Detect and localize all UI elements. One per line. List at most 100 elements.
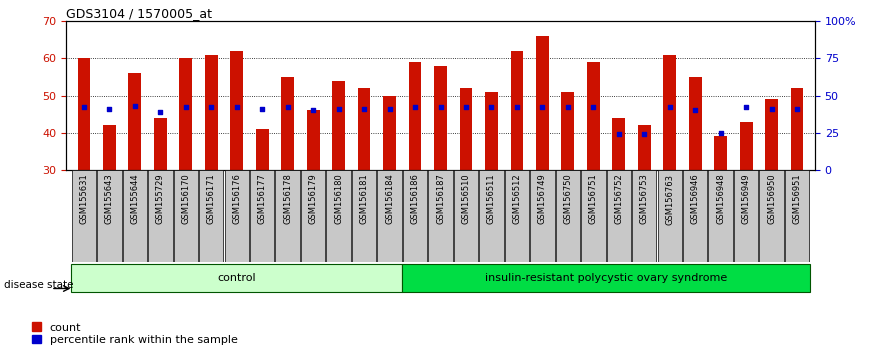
Text: GSM156186: GSM156186 <box>411 173 419 224</box>
Point <box>306 108 320 113</box>
Bar <box>434 66 447 170</box>
Point <box>765 106 779 112</box>
Bar <box>536 36 549 170</box>
Point <box>561 105 575 110</box>
Text: GSM156184: GSM156184 <box>385 173 394 224</box>
Point <box>663 105 677 110</box>
Text: GSM156511: GSM156511 <box>487 173 496 224</box>
Point <box>102 106 116 112</box>
Point <box>255 106 270 112</box>
Point <box>357 106 371 112</box>
Point <box>128 103 142 109</box>
Point <box>611 131 626 137</box>
Text: GSM156170: GSM156170 <box>181 173 190 224</box>
FancyBboxPatch shape <box>428 170 453 262</box>
FancyBboxPatch shape <box>250 170 274 262</box>
Bar <box>511 51 523 170</box>
FancyBboxPatch shape <box>607 170 631 262</box>
FancyBboxPatch shape <box>556 170 580 262</box>
Text: GSM156512: GSM156512 <box>513 173 522 224</box>
Text: GSM156949: GSM156949 <box>742 173 751 224</box>
Text: GSM156946: GSM156946 <box>691 173 700 224</box>
FancyBboxPatch shape <box>199 170 224 262</box>
Point <box>510 105 524 110</box>
Point <box>739 105 753 110</box>
Bar <box>78 58 90 170</box>
Bar <box>255 129 269 170</box>
Bar <box>205 55 218 170</box>
Bar <box>180 58 192 170</box>
Text: insulin-resistant polycystic ovary syndrome: insulin-resistant polycystic ovary syndr… <box>485 273 727 283</box>
FancyBboxPatch shape <box>632 170 656 262</box>
FancyBboxPatch shape <box>657 170 682 262</box>
Text: GSM156180: GSM156180 <box>334 173 343 224</box>
Bar <box>383 96 396 170</box>
Text: GSM156179: GSM156179 <box>308 173 318 224</box>
Point <box>179 105 193 110</box>
Bar <box>612 118 626 170</box>
Text: GSM156950: GSM156950 <box>767 173 776 224</box>
Point <box>459 105 473 110</box>
Point <box>408 105 422 110</box>
FancyBboxPatch shape <box>301 170 325 262</box>
Bar <box>561 92 574 170</box>
FancyBboxPatch shape <box>225 170 249 262</box>
Bar <box>587 62 600 170</box>
FancyBboxPatch shape <box>377 170 402 262</box>
Text: control: control <box>218 273 256 283</box>
FancyBboxPatch shape <box>403 170 427 262</box>
Text: GSM155729: GSM155729 <box>156 173 165 224</box>
Text: GSM156749: GSM156749 <box>538 173 547 224</box>
Point <box>153 109 167 115</box>
Point <box>637 131 651 137</box>
Text: GSM156750: GSM156750 <box>563 173 573 224</box>
Point <box>281 105 295 110</box>
Bar <box>689 77 701 170</box>
FancyBboxPatch shape <box>454 170 478 262</box>
Bar <box>307 110 320 170</box>
Point <box>790 106 804 112</box>
Bar <box>103 125 115 170</box>
Legend: count, percentile rank within the sample: count, percentile rank within the sample <box>32 322 238 345</box>
Text: GSM156171: GSM156171 <box>207 173 216 224</box>
FancyBboxPatch shape <box>479 170 504 262</box>
Text: GSM156951: GSM156951 <box>793 173 802 224</box>
Text: GSM156510: GSM156510 <box>462 173 470 224</box>
FancyBboxPatch shape <box>174 170 198 262</box>
Bar <box>358 88 370 170</box>
Bar <box>281 77 294 170</box>
Text: GSM156948: GSM156948 <box>716 173 725 224</box>
FancyBboxPatch shape <box>326 170 351 262</box>
Bar <box>740 122 752 170</box>
Text: GDS3104 / 1570005_at: GDS3104 / 1570005_at <box>66 7 212 20</box>
Point <box>586 105 600 110</box>
FancyBboxPatch shape <box>581 170 605 262</box>
FancyBboxPatch shape <box>785 170 810 262</box>
Text: GSM156178: GSM156178 <box>283 173 292 224</box>
Text: GSM155644: GSM155644 <box>130 173 139 224</box>
Bar <box>485 92 498 170</box>
FancyBboxPatch shape <box>276 170 300 262</box>
FancyBboxPatch shape <box>122 170 147 262</box>
Text: GSM156177: GSM156177 <box>258 173 267 224</box>
Point <box>536 105 550 110</box>
FancyBboxPatch shape <box>97 170 122 262</box>
Point <box>688 108 702 113</box>
Text: GSM156187: GSM156187 <box>436 173 445 224</box>
Point <box>204 105 218 110</box>
Bar <box>663 55 676 170</box>
FancyBboxPatch shape <box>530 170 555 262</box>
FancyBboxPatch shape <box>352 170 376 262</box>
FancyBboxPatch shape <box>71 263 403 292</box>
Bar <box>791 88 803 170</box>
Text: GSM155643: GSM155643 <box>105 173 114 224</box>
Text: GSM156176: GSM156176 <box>233 173 241 224</box>
Point <box>714 130 728 136</box>
Text: GSM156753: GSM156753 <box>640 173 648 224</box>
Point <box>230 105 244 110</box>
Text: GSM156181: GSM156181 <box>359 173 368 224</box>
Point <box>485 105 499 110</box>
FancyBboxPatch shape <box>683 170 707 262</box>
Point <box>331 106 345 112</box>
Point <box>77 105 91 110</box>
